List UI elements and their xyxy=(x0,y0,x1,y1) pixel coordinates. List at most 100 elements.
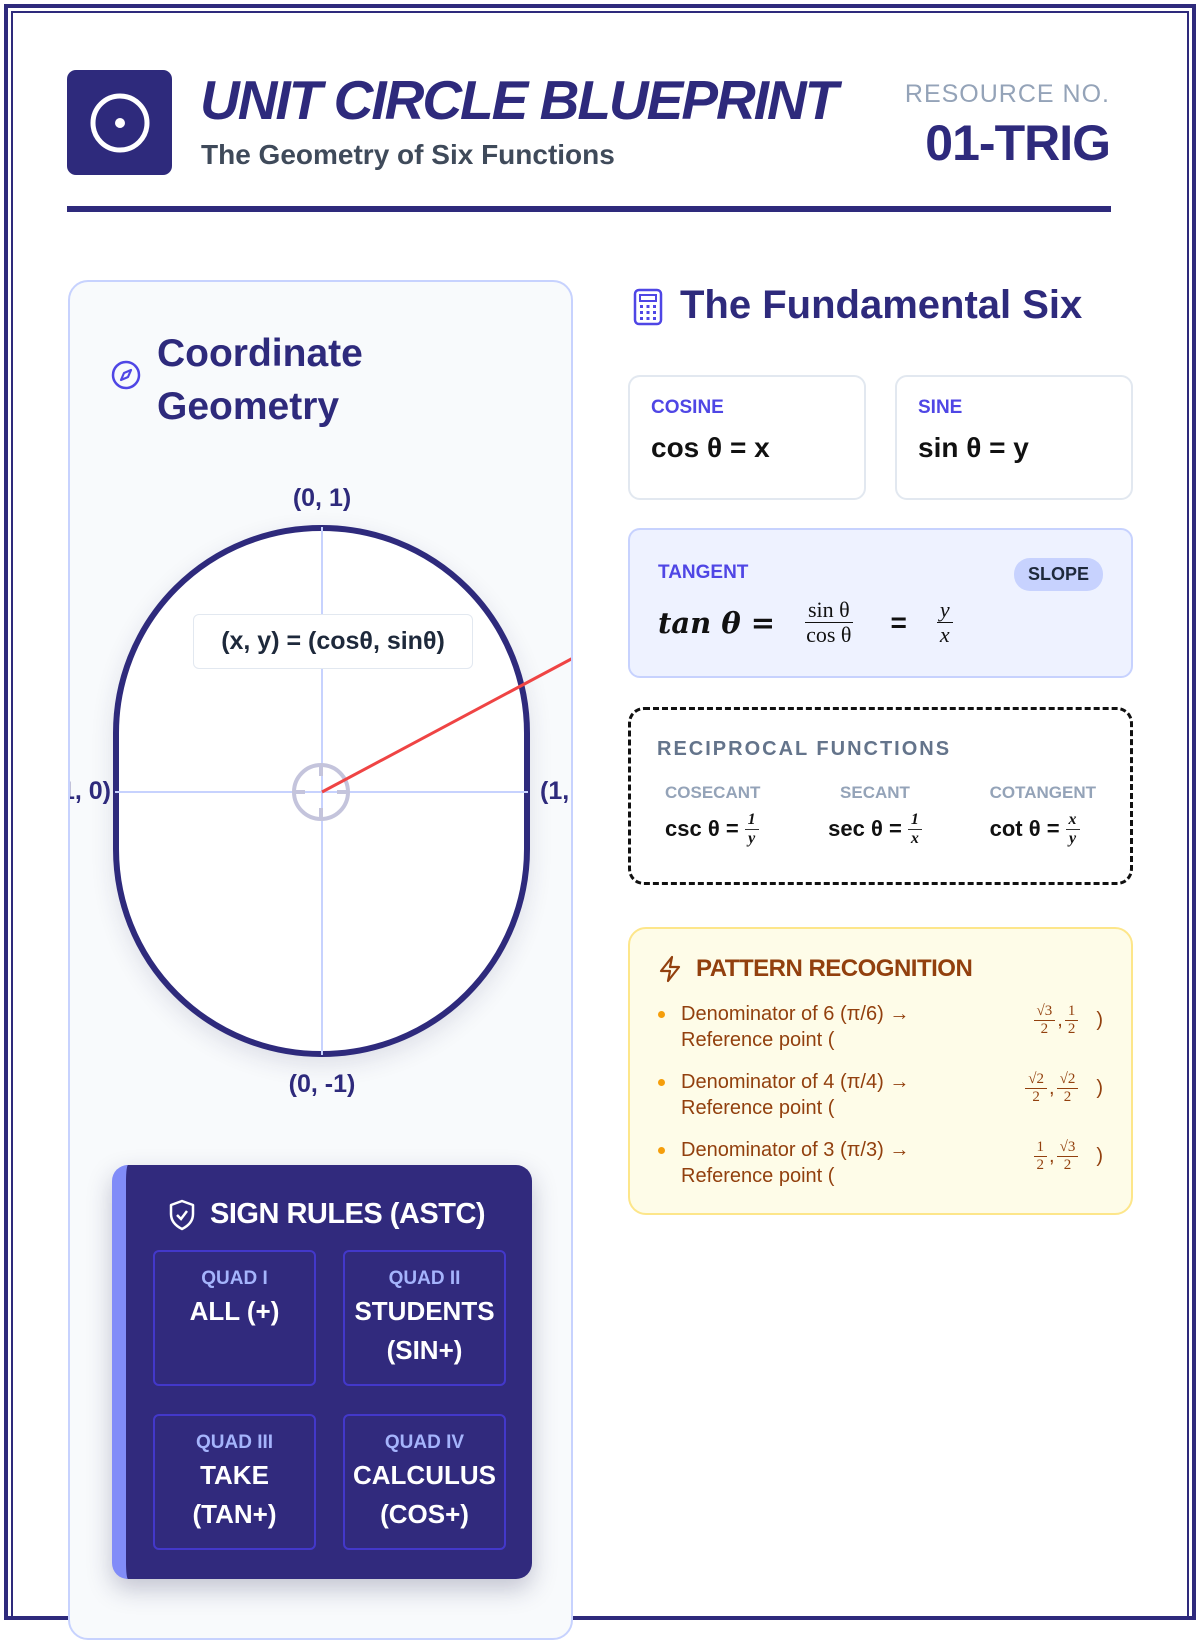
sign-rules-title: SIGN RULES (ASTC) xyxy=(210,1198,486,1230)
secant: SECANT sec θ = 1 x xyxy=(828,783,922,847)
numerator: 1 xyxy=(1064,1003,1079,1021)
header-divider xyxy=(67,206,1111,212)
label-top: (0, 1) xyxy=(292,484,352,512)
section-heading: The Fundamental Six xyxy=(680,283,1083,327)
resource-id: 01-TRIG xyxy=(925,115,1111,171)
quadrant-4: QUAD IV CALCULUS (COS+) xyxy=(343,1414,506,1550)
denominator: cos θ xyxy=(806,622,852,648)
close-paren: ) xyxy=(1096,1077,1103,1099)
numerator: √3 xyxy=(1033,1003,1056,1021)
numerator: sin θ xyxy=(804,597,853,624)
formula-lead: csc θ = xyxy=(665,816,739,842)
sine-card: SINE sin θ = y xyxy=(895,375,1133,500)
separator: , xyxy=(1049,1077,1055,1099)
compass-icon xyxy=(111,360,141,390)
shield-check-icon xyxy=(169,1199,195,1230)
cosine-card: COSINE cos θ = x xyxy=(628,375,866,500)
resource-label: RESOURCE NO. xyxy=(904,80,1110,108)
quad-label: QUAD I xyxy=(201,1268,268,1289)
tangent-lead: tan θ = xyxy=(658,605,776,640)
fraction: √2 2 xyxy=(1025,1071,1048,1105)
numerator: x xyxy=(1065,811,1080,830)
bullet xyxy=(658,1079,665,1086)
denominator: x xyxy=(910,829,919,847)
denominator: x xyxy=(939,622,950,648)
numerator: 1 xyxy=(907,811,922,830)
close-paren: ) xyxy=(1096,1009,1103,1031)
denominator: y xyxy=(1068,829,1077,847)
numerator: y xyxy=(936,597,953,624)
quad-value: STUDENTS (SIN+) xyxy=(354,1296,495,1365)
coordinate-equation: (x, y) = (cosθ, sinθ) xyxy=(193,614,473,669)
close-paren: ) xyxy=(1096,1145,1103,1167)
lightning-icon xyxy=(659,955,681,983)
denominator: 2 xyxy=(1067,1020,1076,1037)
sign-rules-panel: SIGN RULES (ASTC) QUAD I ALL (+) QUAD II S… xyxy=(112,1165,532,1579)
equals: = xyxy=(890,606,907,638)
section-heading: Coordinate Geometry xyxy=(157,332,363,428)
function-label: COSECANT xyxy=(665,783,761,802)
quadrant-3: QUAD III TAKE (TAN+) xyxy=(153,1414,316,1550)
quadrant-2: QUAD II STUDENTS (SIN+) xyxy=(343,1250,506,1386)
cosecant: COSECANT csc θ = 1 y xyxy=(665,783,760,847)
bullet xyxy=(658,1147,665,1154)
quadrant-1: QUAD I ALL (+) xyxy=(153,1250,316,1386)
quad-value: ALL (+) xyxy=(189,1296,280,1326)
pattern-item: Denominator of 4 (π/4) → Reference point… xyxy=(658,1069,1103,1121)
cotangent: COTANGENT cot θ = x y xyxy=(990,783,1096,847)
numerator: 1 xyxy=(1033,1139,1048,1157)
label-bottom: (0, -1) xyxy=(288,1070,356,1098)
fraction: √3 2 xyxy=(1056,1139,1079,1173)
slope-badge: SLOPE xyxy=(1013,558,1103,591)
pattern-item: Denominator of 6 (π/6) → Reference point… xyxy=(658,1001,1103,1053)
tangent-label: TANGENT xyxy=(658,562,749,583)
denominator: 2 xyxy=(1040,1020,1049,1037)
denominator: 2 xyxy=(1032,1088,1040,1105)
fraction: √2 2 xyxy=(1056,1071,1079,1105)
denominator: 2 xyxy=(1063,1088,1072,1105)
logo xyxy=(67,70,172,175)
page-title: UNIT CIRCLE BLUEPRINT xyxy=(200,69,838,131)
cosine-formula: cos θ = x xyxy=(651,432,770,463)
function-label: SECANT xyxy=(840,783,910,802)
numerator: √2 xyxy=(1056,1071,1079,1089)
quad-value: CALCULUS (COS+) xyxy=(353,1460,496,1529)
separator: , xyxy=(1049,1145,1055,1167)
target-circle-icon xyxy=(90,93,149,152)
numerator: 1 xyxy=(744,811,759,830)
quad-label: QUAD III xyxy=(195,1432,274,1453)
sine-formula: sin θ = y xyxy=(918,432,1029,463)
formula-lead: cot θ = xyxy=(989,816,1060,842)
pattern-text: Denominator of 4 (π/4) → Reference point… xyxy=(681,1071,910,1119)
label-left: (-1, 0) xyxy=(70,777,111,805)
pattern-text: Denominator of 3 (π/3) → Reference point… xyxy=(681,1139,910,1187)
pattern-item: Denominator of 3 (π/3) → Reference point… xyxy=(658,1137,1103,1189)
sine-label: SINE xyxy=(918,397,963,418)
denominator: 2 xyxy=(1063,1156,1072,1173)
crosshair-icon xyxy=(292,763,350,821)
formula-lead: sec θ = xyxy=(828,816,902,842)
numerator: √2 xyxy=(1025,1071,1048,1089)
bullet xyxy=(658,1011,665,1018)
quad-label: QUAD II xyxy=(388,1268,461,1289)
cosine-label: COSINE xyxy=(651,397,724,418)
coordinate-geometry-card: Coordinate Geometry (0, 1) (x, y) = (cos… xyxy=(68,280,573,1640)
fraction: sin θ cos θ xyxy=(803,597,854,648)
numerator: √3 xyxy=(1056,1139,1079,1157)
pattern-text: Denominator of 6 (π/6) → Reference point… xyxy=(681,1003,910,1051)
quad-label: QUAD IV xyxy=(384,1432,465,1453)
pattern-recognition-card: PATTERN RECOGNITION Denominator of 6 (π/… xyxy=(628,927,1133,1215)
denominator: 2 xyxy=(1036,1156,1045,1173)
pattern-title: PATTERN RECOGNITION xyxy=(696,955,973,982)
radius-line xyxy=(321,657,571,794)
reciprocal-functions-card: RECIPROCAL FUNCTIONS COSECANT csc θ = 1 y S… xyxy=(628,707,1133,885)
denominator: y xyxy=(748,829,756,847)
